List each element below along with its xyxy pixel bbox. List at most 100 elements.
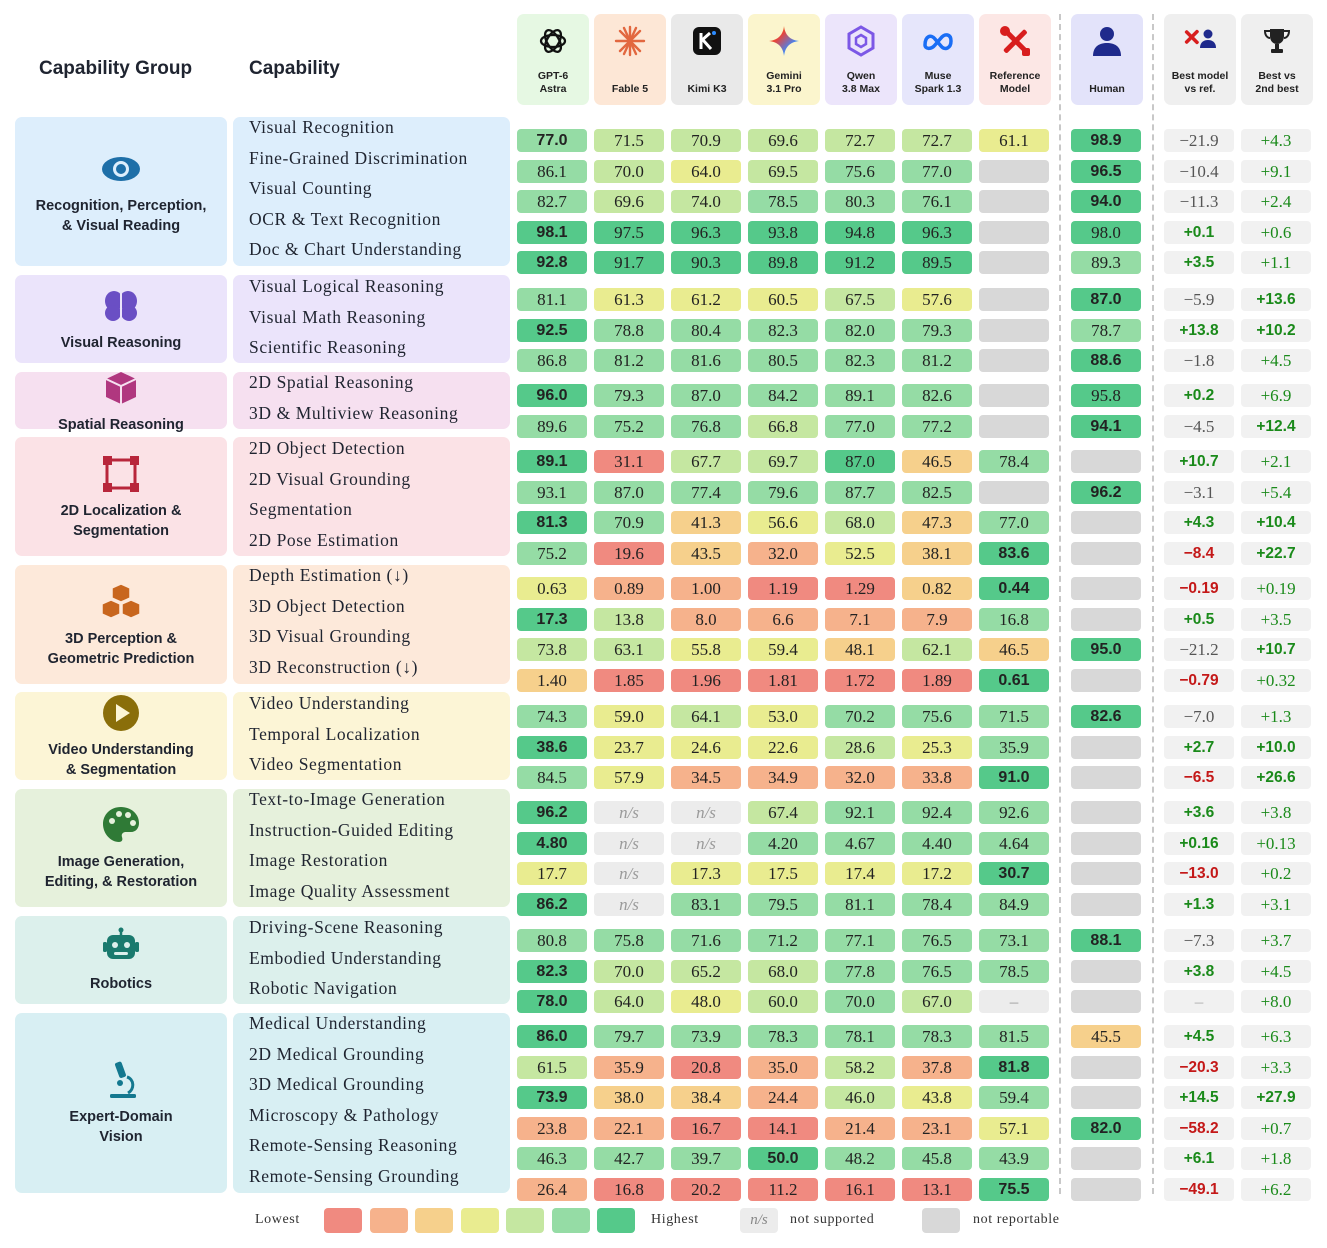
score-cell: 43.5 [671,541,741,565]
human-cell: 98.0 [1071,220,1141,244]
score-cell: 19.6 [594,541,664,565]
score-cell: 77.4 [671,480,741,504]
score-cell: 71.6 [671,929,741,952]
capability-label: Video Understanding [249,693,410,713]
capability-label: Remote-Sensing Reasoning [249,1135,458,1156]
delta-vs-ref: +3.6 [1164,801,1234,824]
score-cell: 26.4 [517,1178,587,1201]
score-cell: n/s [594,892,664,916]
score-cell: 78.8 [594,318,664,342]
divider-human [1059,14,1061,1194]
score-cell: 87.7 [825,480,895,504]
legend-not-supported: not supported [790,1212,875,1227]
score-cell: 67.0 [902,990,972,1014]
legend-not-reportable: not reportable [973,1212,1060,1227]
delta-vs-ref: −11.3 [1164,190,1234,214]
delta-vs-ref: +0.2 [1164,384,1234,407]
delta-vs-2nd: +1.8 [1241,1147,1311,1171]
capability-label: Remote-Sensing Grounding [249,1166,460,1186]
score-cell: 17.7 [517,862,587,886]
score-cell: 81.8 [979,1055,1049,1079]
score-cell: 67.5 [825,288,895,311]
score-cell: 59.4 [979,1086,1049,1110]
score-cell: n/s [594,862,664,886]
score-cell: 57.9 [594,766,664,790]
delta-vs-2nd: +2.1 [1241,450,1311,473]
capability-block [233,437,510,556]
delta-vs-2nd: +10.4 [1241,511,1311,535]
score-cell [979,190,1049,214]
capability-block [233,372,510,429]
score-cell: 72.7 [902,129,972,152]
group-name: Recognition, Perception, & Visual Readin… [35,197,207,234]
delta-vs-2nd: +8.0 [1241,990,1311,1014]
delta-vs-2nd: +9.1 [1241,159,1311,183]
score-cell [979,251,1049,275]
score-cell: 38.4 [671,1086,741,1110]
delta-vs-2nd: +27.9 [1241,1086,1311,1110]
delta-vs-2nd: +4.3 [1241,129,1311,152]
score-cell: 96.0 [517,384,587,407]
microscope-icon [100,1059,142,1101]
capability-label: Scientific Reasoning [249,337,407,358]
score-cell: 57.6 [902,288,972,311]
delta-vs-2nd: +0.19 [1241,577,1311,600]
score-cell: 83.6 [979,541,1049,565]
score-cell: 77.0 [979,511,1049,535]
score-cell: 0.89 [594,577,664,600]
score-cell: 81.3 [517,511,587,535]
column-header-2: Kimi K3 [671,14,743,105]
score-cell: 22.1 [594,1116,664,1140]
human-cell: 82.0 [1071,1116,1141,1140]
column-header-6: Reference Model [979,14,1051,105]
delta-vs-ref: +4.5 [1164,1025,1234,1048]
score-cell: 75.6 [825,159,895,183]
capability-label: 3D & Multiview Reasoning [249,402,459,423]
score-cell: 79.3 [594,384,664,407]
delta-vs-2nd: +1.3 [1241,705,1311,728]
group-card: 3D Perception & Geometric Prediction [15,565,227,684]
score-cell: 75.2 [517,541,587,565]
column-header-1: Fable 5 [594,14,666,105]
score-cell: 32.0 [748,541,818,565]
play-icon [100,692,142,734]
score-cell: 70.0 [825,990,895,1014]
capability-label: Depth Estimation (↓) [249,565,409,585]
score-cell: 76.5 [902,959,972,983]
human-cell [1071,1055,1141,1079]
score-cell: 16.8 [594,1178,664,1201]
capability-label: 3D Visual Grounding [249,626,411,647]
capability-label: 2D Pose Estimation [249,529,399,550]
delta-vs-2nd: +13.6 [1241,288,1311,311]
legend-swatch [597,1208,635,1233]
delta-vs-2nd: +2.4 [1241,190,1311,214]
score-cell: 81.5 [979,1025,1049,1048]
human-cell [1071,831,1141,855]
human-cell [1071,735,1141,759]
legend-swatch [324,1208,362,1233]
score-cell: 82.0 [825,318,895,342]
score-cell: 61.2 [671,288,741,311]
delta-vs-2nd: +6.9 [1241,384,1311,407]
score-cell: 89.1 [825,384,895,407]
capability-label: Image Restoration [249,850,388,871]
column-header-4: Qwen 3.8 Max [825,14,897,105]
delta-vs-2nd: +1.1 [1241,251,1311,275]
group-name: 2D Localization & Segmentation [60,502,182,539]
score-cell: 75.5 [979,1178,1049,1201]
score-cell: 96.2 [517,801,587,824]
capability-block [233,692,510,780]
score-cell: 23.1 [902,1116,972,1140]
group-card: Visual Reasoning [15,275,227,363]
score-cell: 89.5 [902,251,972,275]
score-cell: 91.2 [825,251,895,275]
score-cell: 4.20 [748,831,818,855]
capability-label: Medical Understanding [249,1013,427,1033]
delta-vs-2nd: +0.2 [1241,862,1311,886]
score-cell: 71.5 [594,129,664,152]
score-cell: 84.2 [748,384,818,407]
capability-label: 2D Medical Grounding [249,1043,425,1064]
human-cell: 89.3 [1071,251,1141,275]
meta-infinity-icon [921,24,955,58]
capability-label: Visual Math Reasoning [249,306,426,327]
